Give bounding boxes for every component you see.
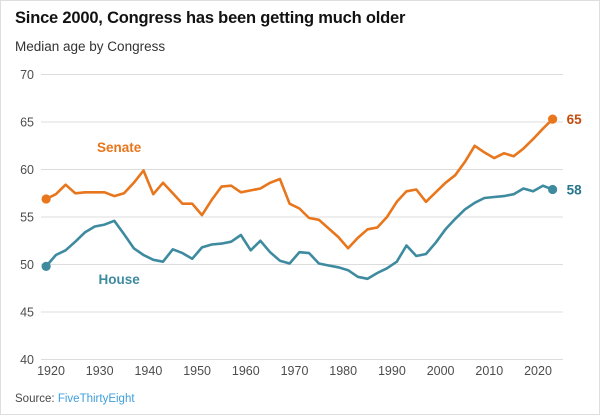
house-start-dot [41, 261, 51, 271]
source-line: Source: FiveThirtyEight [15, 393, 135, 405]
source-label: Source: [15, 393, 55, 405]
y-tick-40: 40 [20, 353, 34, 367]
line-chart-canvas: 40 45 50 55 60 65 70 1920 1930 1940 1950 1960 1970 19… [20, 68, 583, 378]
x-tick-1920: 1920 [37, 364, 65, 378]
y-tick-60: 60 [20, 163, 34, 177]
chart-subtitle: Median age by Congress [15, 39, 166, 54]
x-tick-1940: 1940 [134, 364, 162, 378]
chart-title: Since 2000, Congress has been getting mu… [15, 9, 406, 27]
y-tick-65: 65 [20, 116, 34, 130]
x-tick-1980: 1980 [329, 364, 357, 378]
senate-line [44, 117, 554, 250]
y-tick-50: 50 [20, 258, 34, 272]
x-tick-2010: 2010 [475, 364, 503, 378]
x-tick-2020: 2020 [524, 364, 552, 378]
senate-start-dot [41, 194, 51, 204]
source-link[interactable]: FiveThirtyEight [57, 393, 135, 405]
x-tick-1970: 1970 [281, 364, 309, 378]
y-tick-70: 70 [20, 68, 34, 82]
x-tick-1960: 1960 [232, 364, 260, 378]
congress-age-chart: 40 45 50 55 60 65 70 1920 1930 1940 1950 1960 1970 19… [1, 59, 599, 389]
senate-end-value: 65 [567, 112, 583, 127]
x-tick-1990: 1990 [378, 364, 406, 378]
house-label: House [99, 272, 141, 287]
senate-label: Senate [97, 140, 142, 155]
x-tick-1930: 1930 [86, 364, 114, 378]
y-tick-45: 45 [20, 306, 34, 320]
house-end-value: 58 [567, 182, 583, 197]
senate-end-dot [548, 114, 558, 124]
house-line [44, 184, 554, 281]
y-tick-55: 55 [20, 211, 34, 225]
house-end-dot [548, 184, 558, 195]
x-tick-2000: 2000 [427, 364, 455, 378]
x-tick-1950: 1950 [183, 364, 211, 378]
